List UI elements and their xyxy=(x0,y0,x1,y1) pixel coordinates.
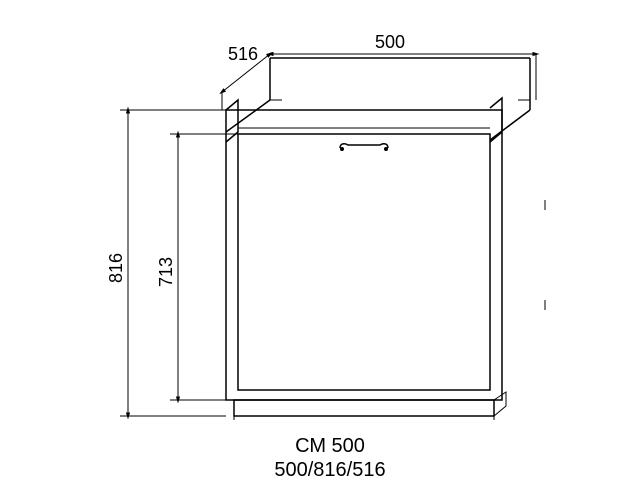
cabinet-top-structure xyxy=(226,58,530,142)
dim-depth-value: 516 xyxy=(228,44,258,64)
dimension-depth: 516 xyxy=(222,44,270,110)
technical-drawing: 500 516 xyxy=(0,0,625,500)
dim-height-outer-value: 816 xyxy=(106,253,126,283)
model-label-line2: 500/816/516 xyxy=(274,459,385,481)
dim-width-value: 500 xyxy=(375,32,405,52)
dim-height-inner-value: 713 xyxy=(156,257,176,287)
door-handle xyxy=(340,144,388,151)
model-label-line1: СМ 500 xyxy=(295,435,365,457)
dimension-width: 500 xyxy=(270,32,536,100)
cabinet-front xyxy=(226,110,506,420)
